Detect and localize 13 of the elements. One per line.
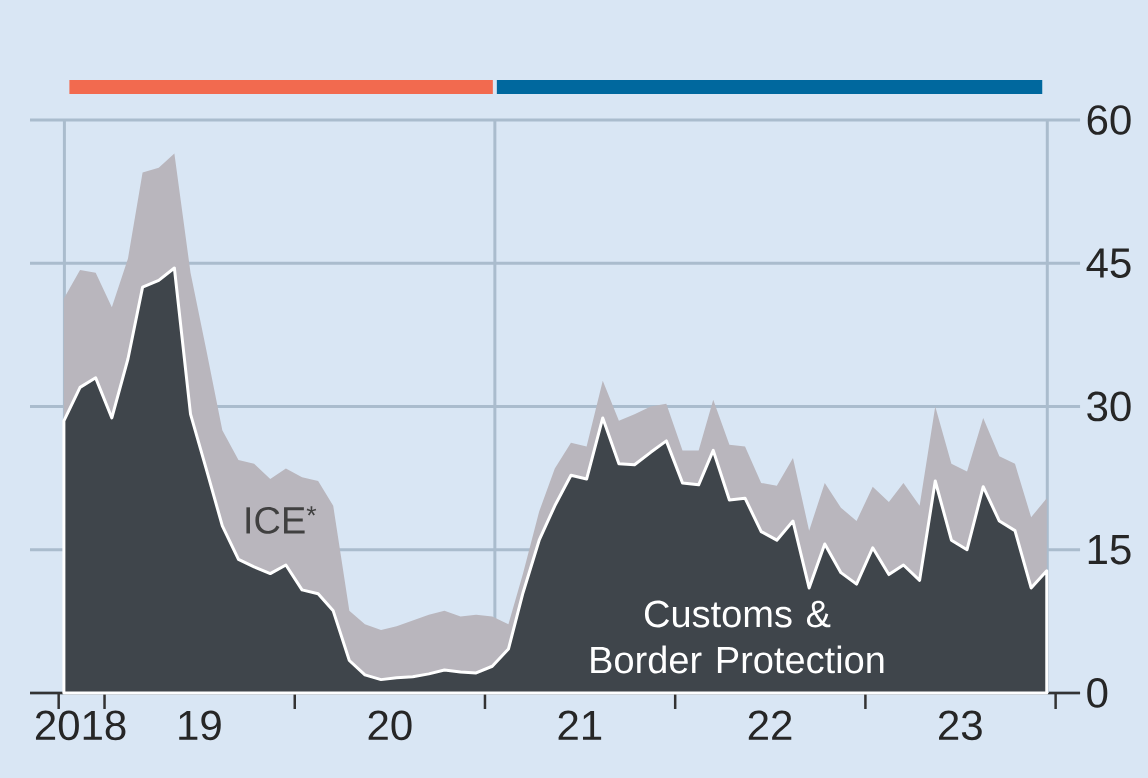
y-tick-label: 30: [1087, 391, 1131, 422]
x-tick-label: 23: [939, 710, 982, 741]
x-tick-label: 20: [368, 710, 412, 741]
y-tick-label: 45: [1086, 248, 1131, 278]
series-label: Customs & Border Protection: [591, 600, 884, 674]
x-tick-label: 21: [558, 710, 602, 740]
x-tick-label: 19: [179, 710, 221, 741]
x-tick-label: 22: [748, 710, 792, 740]
y-tick-label: 0: [1087, 678, 1108, 708]
x-tick-label: 2018: [35, 710, 126, 741]
series-label: ICE$^{*}$: [246, 506, 317, 534]
y-tick-label: 60: [1087, 105, 1131, 135]
y-tick-label: 15: [1088, 535, 1131, 565]
